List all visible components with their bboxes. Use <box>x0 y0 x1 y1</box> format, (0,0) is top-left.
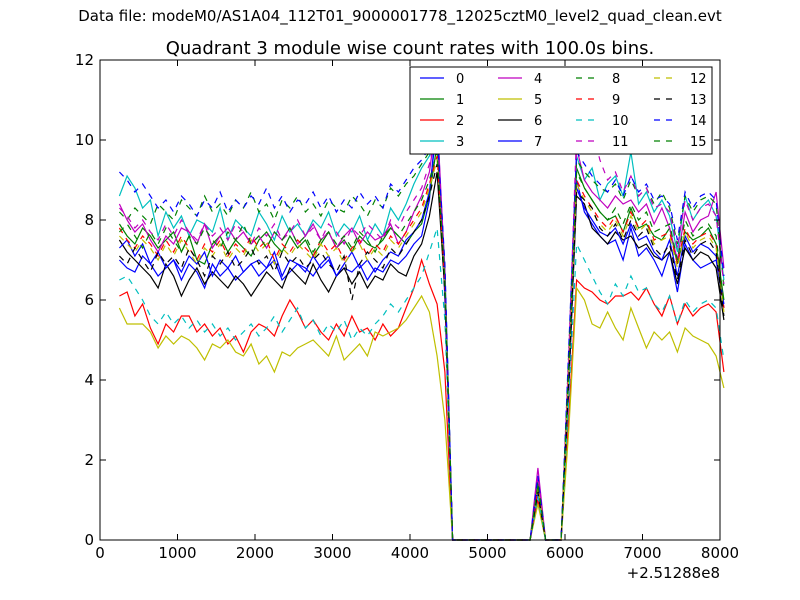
x-tick-label: 6000 <box>546 544 584 562</box>
y-tick-label: 8 <box>84 211 94 229</box>
data-file-suptitle: Data file: modeM0/AS1A04_112T01_90000017… <box>78 7 722 25</box>
series-line-2 <box>119 257 725 541</box>
x-tick-label: 0 <box>95 544 105 562</box>
plot-frame <box>99 59 721 541</box>
ticks-layer: 0 1000 2000 3000 4000 5000 6000 7000 80000246810… <box>75 51 739 562</box>
x-tick-label: 4000 <box>391 544 429 562</box>
y-tick-label: 12 <box>75 51 94 69</box>
legend-label-9: 9 <box>612 93 620 108</box>
series-line-12 <box>118 159 725 541</box>
series-line-14 <box>118 129 725 541</box>
x-axis-offset-label: +2.51288e8 <box>627 564 720 582</box>
legend-label-15: 15 <box>690 135 707 150</box>
legend-label-1: 1 <box>456 93 464 108</box>
legend-label-5: 5 <box>534 93 542 108</box>
series-line-13 <box>118 163 725 541</box>
series-line-9 <box>118 155 725 541</box>
x-tick-label: 8000 <box>701 544 739 562</box>
y-tick-label: 6 <box>84 291 94 309</box>
series-layer <box>118 107 725 541</box>
x-tick-label: 5000 <box>468 544 506 562</box>
legend-label-8: 8 <box>612 72 620 87</box>
legend-label-2: 2 <box>456 114 464 129</box>
series-line-15 <box>118 151 725 541</box>
x-tick-label: 2000 <box>236 544 274 562</box>
legend-label-4: 4 <box>534 72 542 87</box>
y-tick-label: 10 <box>75 131 94 149</box>
y-tick-label: 0 <box>84 531 94 549</box>
series-line-3 <box>118 131 725 541</box>
chart-title: Quadrant 3 module wise count rates with … <box>166 38 655 59</box>
legend-label-14: 14 <box>690 114 707 129</box>
y-tick-label: 4 <box>84 371 94 389</box>
legend-label-7: 7 <box>534 135 542 150</box>
y-tick-label: 2 <box>84 451 94 469</box>
legend-label-0: 0 <box>456 72 464 87</box>
legend-label-10: 10 <box>612 114 629 129</box>
series-line-11 <box>118 125 725 541</box>
x-tick-label: 7000 <box>623 544 661 562</box>
legend-label-12: 12 <box>690 72 707 87</box>
series-line-6 <box>118 171 725 541</box>
series-line-5 <box>118 286 725 541</box>
x-tick-label: 1000 <box>158 544 196 562</box>
legend-label-13: 13 <box>690 93 707 108</box>
legend-label-11: 11 <box>612 135 629 150</box>
legend-box <box>409 66 713 155</box>
series-line-0 <box>118 107 725 541</box>
series-line-8 <box>118 138 725 541</box>
x-tick-label: 3000 <box>313 544 351 562</box>
legend-label-3: 3 <box>456 135 464 150</box>
series-line-10 <box>119 227 725 541</box>
legend-label-6: 6 <box>534 114 542 129</box>
series-line-4 <box>118 115 725 541</box>
